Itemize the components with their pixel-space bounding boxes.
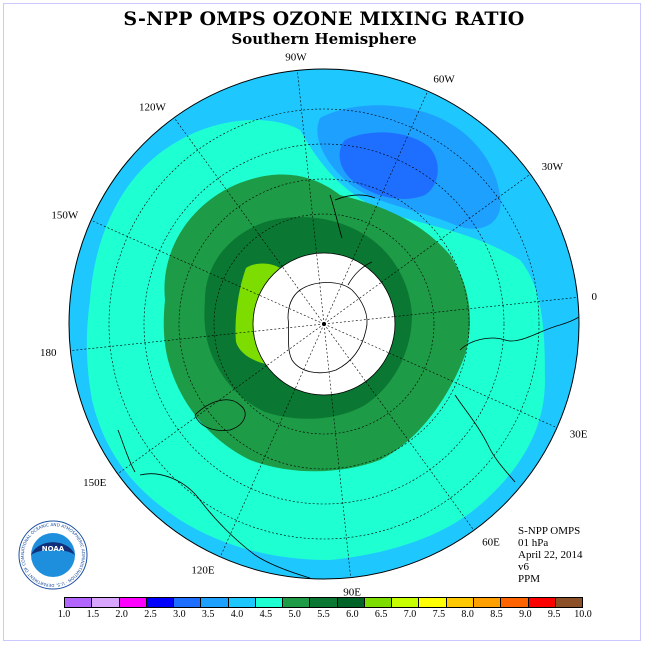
logo-bird-icon [31,542,75,555]
meridian-line [173,117,283,267]
page-title: S-NPP OMPS OZONE MIXING RATIO [123,8,525,30]
info-block: S-NPP OMPS 01 hPa April 22, 2014 v6 PPM [518,525,582,585]
legend-tick-label: 3.0 [173,609,186,620]
meridian-line [220,388,296,558]
legend-swatch [364,598,393,607]
color-legend [64,597,583,608]
meridian-line [394,297,578,317]
legend-swatch [228,598,256,607]
longitude-label: 150E [83,477,107,489]
legend-tick-label: 7.0 [403,609,417,620]
meridian-line [117,365,267,475]
meridian-line [352,90,428,260]
legend-tick-label: 9.0 [519,609,532,620]
longitude-label: 60E [482,537,500,549]
longitude-label: 30E [570,428,588,440]
latitude-circle [108,108,540,540]
meridian-line [70,331,254,351]
meridian-line [388,352,558,428]
antarctica-outline [287,261,373,374]
meridian-line [90,220,260,296]
meridian-line [297,70,317,254]
legend-tick-label: 4.5 [259,609,273,620]
south-pole-dot [322,322,326,326]
legend-tick-label: 4.0 [230,609,244,620]
longitude-label: 90E [343,587,361,599]
longitude-label: 150W [51,210,79,222]
legend-tick-label: 8.5 [490,609,503,620]
legend-swatch [174,598,202,607]
figure-frame [3,3,641,641]
graticule [70,70,578,578]
legend-tick-label: 2.5 [144,609,157,620]
legend-ticks: 1.0 1.5 2.0 2.5 3.0 3.5 4.0 4.5 5.0 5.5 6.0 6.5 7.0 7… [58,609,592,623]
longitude-label: 120W [139,101,167,113]
legend-tick-label: 2.0 [115,609,128,620]
legend-swatch [528,598,556,607]
legend-tick-label: 9.5 [547,609,561,620]
legend-tick-label: 8.0 [461,609,474,620]
legend-swatch [119,598,147,607]
legend-tick-label: 6.0 [346,609,359,620]
legend-swatch [255,598,284,607]
info-date: April 22, 2014 [518,549,583,561]
page-subtitle: Southern Hemisphere [231,30,417,48]
info-level: 01 hPa [518,537,549,549]
longitude-label: 30W [542,161,564,173]
latitude-circle [213,213,435,435]
legend-swatch [501,598,529,607]
longitude-label: 180 [40,347,57,359]
legend-tick-label: 5.5 [317,609,330,620]
legend-swatch [65,598,93,607]
meridian-line [365,381,475,531]
longitude-label: 60W [433,73,455,85]
legend-swatch [473,598,502,607]
legend-tick-label: 1.0 [57,609,71,620]
info-version: v6 [518,561,529,573]
legend-swatch [337,598,365,607]
legend-tick-label: 6.5 [374,609,388,620]
logo-disk [31,533,75,577]
legend-swatch [201,598,229,607]
longitude-label: 90W [285,52,307,64]
legend-tick-label: 3.5 [201,609,215,620]
legend-swatch [310,598,338,607]
latitude-circle [178,178,470,470]
logo-text: NOAA [42,545,65,553]
field-3-0 [339,132,438,200]
info-instrument: S-NPP OMPS [518,525,581,537]
legend-tick-label: 1.5 [86,609,100,620]
legend-swatch [446,598,474,607]
info-units: PPM [518,573,541,585]
legend-swatch [146,598,175,607]
legend-swatch [555,598,583,607]
legend-swatch [419,598,447,607]
legend-tick-label: 10.0 [574,609,592,620]
legend-swatch [92,598,120,607]
legend-swatch [283,598,311,607]
legend-tick-label: 5.0 [288,609,301,620]
latitude-circle [143,143,505,505]
noaa-logo: NATIONAL OCEANIC AND ATMOSPHERIC ADMINIS… [18,520,88,590]
map-rim [68,68,580,580]
longitude-label: 0 [592,291,598,303]
legend-tick-label: 7.5 [432,609,446,620]
meridian-line [331,394,351,578]
longitude-label: 120E [191,565,215,577]
legend-swatch [392,598,420,607]
longitude-labels: 90W 60W 30W 0 30E 60E 90E 120E 150E 180 150W 120W [40,52,598,599]
meridian-line [381,173,531,283]
